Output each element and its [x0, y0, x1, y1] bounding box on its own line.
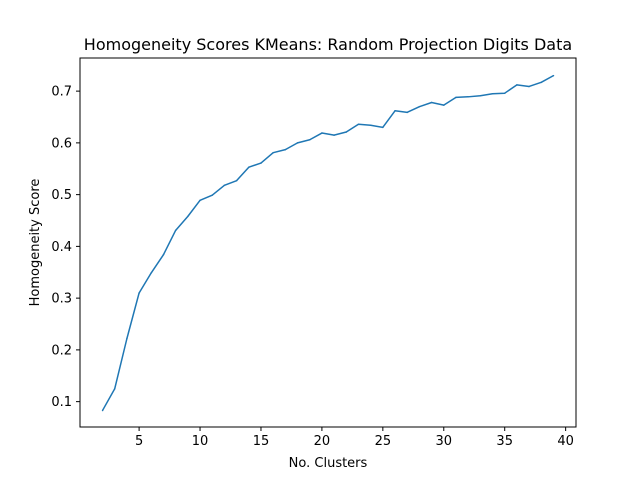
y-tick-label: 0.5: [51, 188, 72, 203]
x-axis-label: No. Clusters: [289, 456, 368, 471]
y-tick-label: 0.3: [51, 292, 72, 307]
data-point: [528, 85, 530, 88]
y-tick-label: 0.2: [51, 343, 72, 358]
data-point: [199, 199, 201, 202]
y-axis: 0.1 0.2 0.3 0.4 0.5 0.6 0.7: [51, 85, 80, 410]
data-point: [138, 292, 140, 294]
data-point: [443, 104, 445, 106]
data-point: [394, 110, 396, 112]
data-point: [540, 81, 543, 84]
data-point: [369, 124, 372, 127]
data-point: [272, 151, 274, 154]
data-point: [162, 253, 165, 256]
data-point: [150, 272, 153, 274]
data-point: [467, 96, 469, 98]
data-point: [491, 92, 494, 95]
x-tick-label: 20: [314, 434, 331, 449]
data-point: [455, 96, 457, 99]
x-axis: 5 10 15 20 25 30 35 40: [135, 427, 574, 449]
data-point: [321, 132, 323, 134]
data-point: [174, 229, 177, 232]
data-point: [430, 101, 433, 104]
y-tick-label: 0.4: [51, 240, 72, 255]
chart-title: Homogeneity Scores KMeans: Random Projec…: [84, 35, 572, 54]
series-line: [101, 74, 554, 411]
data-point: [260, 162, 262, 164]
y-axis-label: Homogeneity Score: [28, 179, 43, 307]
data-point: [223, 184, 226, 187]
data-point: [296, 142, 299, 144]
data-point: [406, 111, 408, 114]
data-point: [211, 194, 213, 196]
data-point: [308, 139, 311, 141]
x-tick-label: 35: [496, 434, 513, 449]
data-point: [479, 95, 482, 97]
data-point: [284, 148, 287, 151]
data-point: [357, 123, 360, 125]
axes-frame: [79, 57, 577, 428]
data-point: [503, 92, 506, 94]
x-tick-label: 25: [375, 434, 392, 449]
x-tick-label: 15: [253, 434, 270, 449]
x-tick-label: 30: [436, 434, 453, 449]
data-point: [101, 409, 104, 412]
plot-area: [101, 74, 555, 412]
y-tick-label: 0.1: [51, 395, 72, 410]
data-point: [382, 126, 384, 129]
data-point: [187, 215, 189, 218]
data-point: [248, 166, 250, 168]
y-tick-label: 0.6: [51, 136, 72, 151]
data-point: [113, 387, 116, 390]
data-point: [333, 134, 335, 136]
data-point: [345, 131, 348, 133]
y-tick-label: 0.7: [51, 85, 72, 100]
x-tick-label: 10: [192, 434, 209, 449]
data-point: [126, 337, 128, 340]
data-point: [552, 74, 555, 77]
x-tick-label: 5: [135, 434, 143, 449]
data-point: [516, 84, 518, 86]
data-point: [418, 105, 421, 108]
data-point: [235, 179, 238, 182]
x-tick-label: 40: [557, 434, 574, 449]
